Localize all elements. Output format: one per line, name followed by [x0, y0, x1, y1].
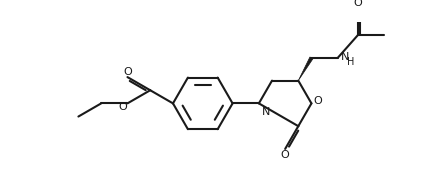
Text: N: N	[341, 52, 350, 62]
Text: O: O	[313, 96, 322, 106]
Text: O: O	[353, 0, 362, 8]
Text: N: N	[263, 107, 271, 117]
Polygon shape	[298, 57, 313, 81]
Text: O: O	[281, 150, 290, 160]
Text: O: O	[123, 67, 132, 77]
Text: H: H	[348, 57, 355, 67]
Text: O: O	[119, 102, 127, 112]
